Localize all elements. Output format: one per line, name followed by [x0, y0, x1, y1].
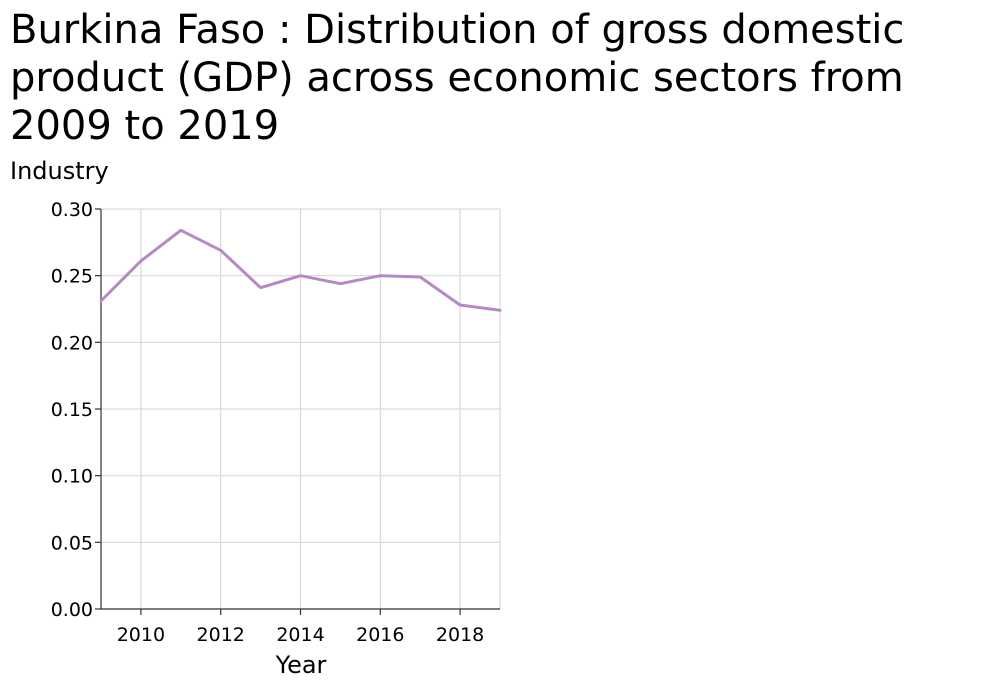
series-group	[99, 228, 502, 312]
x-tick-label: 2012	[197, 624, 245, 646]
grid-lines	[101, 208, 501, 610]
x-tick-label: 2010	[117, 624, 165, 646]
y-tick-label: 0.25	[51, 266, 93, 288]
x-tick-label: 2016	[356, 624, 404, 646]
x-tick-label: 2018	[436, 624, 484, 646]
x-ticks: 2010 2012 2014 2016 2018	[117, 609, 484, 646]
y-tick-label: 0.10	[51, 466, 93, 488]
y-tick-label: 0.15	[51, 399, 93, 421]
chart-title: Burkina Faso : Distribution of gross dom…	[10, 7, 905, 149]
y-tick-label: 0.20	[51, 332, 93, 354]
y-ticks: 0.00 0.05 0.10 0.15 0.20 0.25 0.30	[51, 199, 101, 621]
y-tick-label: 0.30	[51, 199, 93, 221]
x-tick-label: 2014	[276, 624, 324, 646]
y-tick-label: 0.05	[51, 532, 93, 554]
y-axis-label: Industry	[10, 157, 109, 185]
x-axis-label: Year	[275, 651, 327, 679]
series-line	[99, 228, 502, 312]
y-tick-label: 0.00	[51, 599, 93, 621]
